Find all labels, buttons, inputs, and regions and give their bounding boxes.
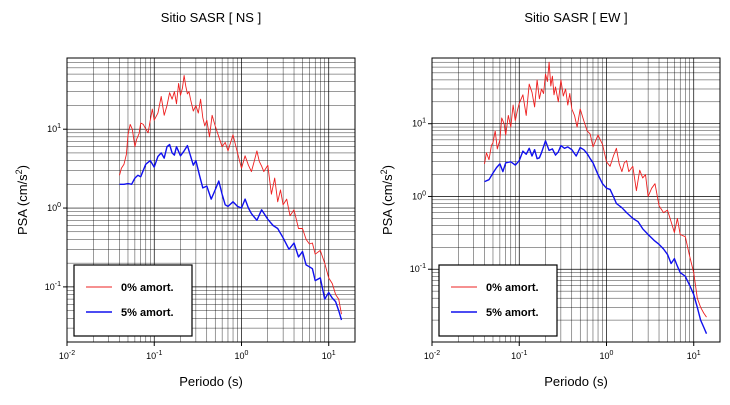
chart-panel-2: Sitio SASR [ EW ] 10-2 10-1 100 101 10-1 100 10… (379, 10, 721, 389)
series-line-2 (484, 140, 708, 334)
x-tick-label: 10-2 (424, 350, 440, 361)
legend-label: 5% amort. (121, 307, 174, 319)
y-tick-label: 101 (47, 123, 61, 134)
legend: 0% amort. 5% amort. (438, 264, 558, 337)
legend: 0% amort. 5% amort. (73, 264, 193, 337)
plot-frame (66, 57, 356, 343)
plot-frame (431, 57, 721, 343)
y-tick-label: 101 (412, 118, 426, 129)
x-axis-label: Periodo (s) (179, 374, 243, 389)
y-tick-label: 100 (412, 190, 426, 201)
series-line-1 (119, 75, 342, 315)
x-axis-label: Periodo (s) (544, 374, 608, 389)
legend-box (438, 264, 558, 337)
series-line-2 (119, 143, 343, 321)
legend-label: 5% amort. (486, 307, 539, 319)
chart-title: Sitio SASR [ EW ] (524, 10, 627, 25)
x-tick-label: 101 (322, 350, 336, 361)
chart-title: Sitio SASR [ NS ] (161, 10, 261, 25)
series-line-1 (484, 61, 707, 318)
legend-label: 0% amort. (486, 282, 539, 294)
x-tick-label: 10-2 (59, 350, 75, 361)
legend-label: 0% amort. (121, 282, 174, 294)
y-tick-label: 10-1 (45, 281, 61, 292)
legend-box (73, 264, 193, 337)
x-tick-label: 10-1 (146, 350, 162, 361)
x-tick-label: 100 (235, 350, 249, 361)
x-tick-label: 101 (687, 350, 701, 361)
x-tick-label: 10-1 (511, 350, 527, 361)
chart-panel-1: Sitio SASR [ NS ] 10-2 10-1 100 101 10-1 100 10… (14, 10, 356, 389)
y-tick-label: 100 (47, 202, 61, 213)
y-axis-label: PSA (cm/s2) (379, 165, 395, 235)
y-tick-label: 10-1 (410, 263, 426, 274)
x-tick-label: 100 (600, 350, 614, 361)
y-axis-label: PSA (cm/s2) (14, 165, 30, 235)
